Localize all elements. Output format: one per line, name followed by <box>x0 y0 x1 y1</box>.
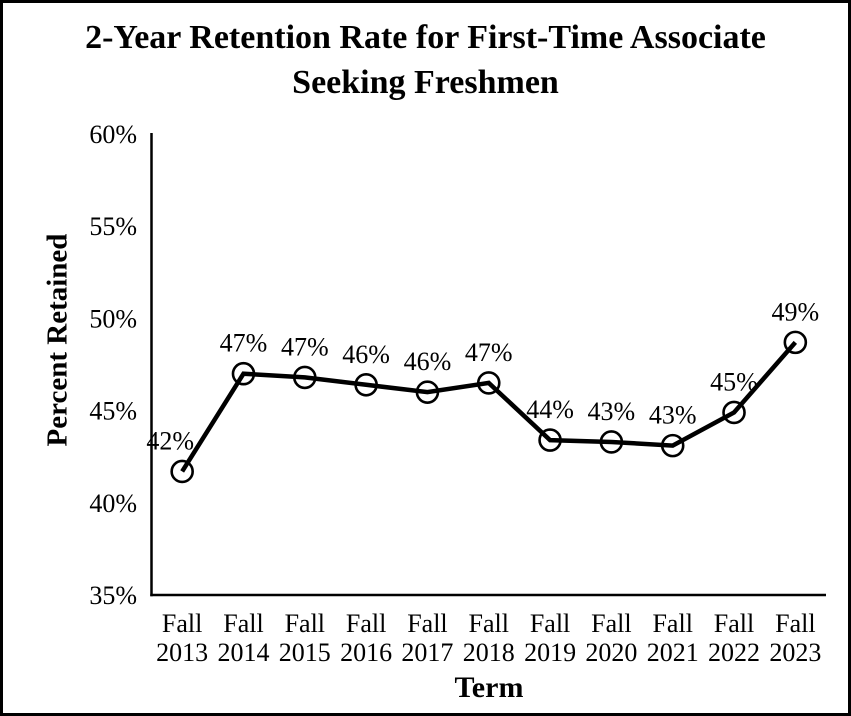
y-tick-label: 45% <box>89 397 137 426</box>
x-tick-label: Fall 2015 <box>279 609 331 667</box>
chart-title: 2-Year Retention Rate for First-Time Ass… <box>85 19 766 101</box>
data-label: 45% <box>710 367 758 396</box>
y-tick-label: 40% <box>89 489 137 518</box>
y-tick-label: 55% <box>89 212 137 241</box>
data-point-marker <box>660 433 685 458</box>
data-label: 46% <box>342 340 390 369</box>
data-point-marker <box>415 380 440 404</box>
data-label: 43% <box>588 397 636 426</box>
y-tick-label: 35% <box>89 581 137 610</box>
data-point-marker <box>292 365 317 390</box>
data-label: 42% <box>146 426 194 455</box>
x-tick-label: Fall 2018 <box>463 609 515 667</box>
data-point-marker <box>231 361 256 386</box>
data-point-marker <box>722 400 746 425</box>
y-tick-label: 50% <box>89 304 137 333</box>
data-point-marker <box>599 430 624 454</box>
data-point-marker <box>170 459 194 484</box>
data-point-marker <box>783 330 808 355</box>
data-label: 43% <box>649 401 697 430</box>
series-line <box>180 340 798 473</box>
data-label: 46% <box>404 347 452 376</box>
x-tick-label: Fall 2021 <box>647 609 699 667</box>
x-tick-label: Fall 2022 <box>708 609 760 667</box>
data-label: 47% <box>220 329 268 358</box>
data-label: 47% <box>465 338 513 367</box>
data-point-marker <box>354 372 378 397</box>
x-tick-label: Fall 2017 <box>401 609 453 667</box>
x-axis-title: Term <box>454 671 524 704</box>
y-axis-title: Percent Retained <box>41 233 74 447</box>
x-tick-label: Fall 2020 <box>585 609 637 667</box>
data-point-marker <box>476 371 501 395</box>
data-label: 44% <box>526 395 574 424</box>
data-label: 49% <box>772 297 820 326</box>
x-tick-label: Fall 2014 <box>217 609 269 667</box>
y-tick-label: 60% <box>89 120 137 149</box>
x-tick-label: Fall 2019 <box>524 609 576 667</box>
x-tick-label: Fall 2013 <box>156 609 208 667</box>
data-label: 47% <box>281 332 329 361</box>
x-tick-label: Fall 2016 <box>340 609 392 667</box>
x-tick-label: Fall 2023 <box>769 609 821 667</box>
data-point-marker <box>538 428 562 452</box>
